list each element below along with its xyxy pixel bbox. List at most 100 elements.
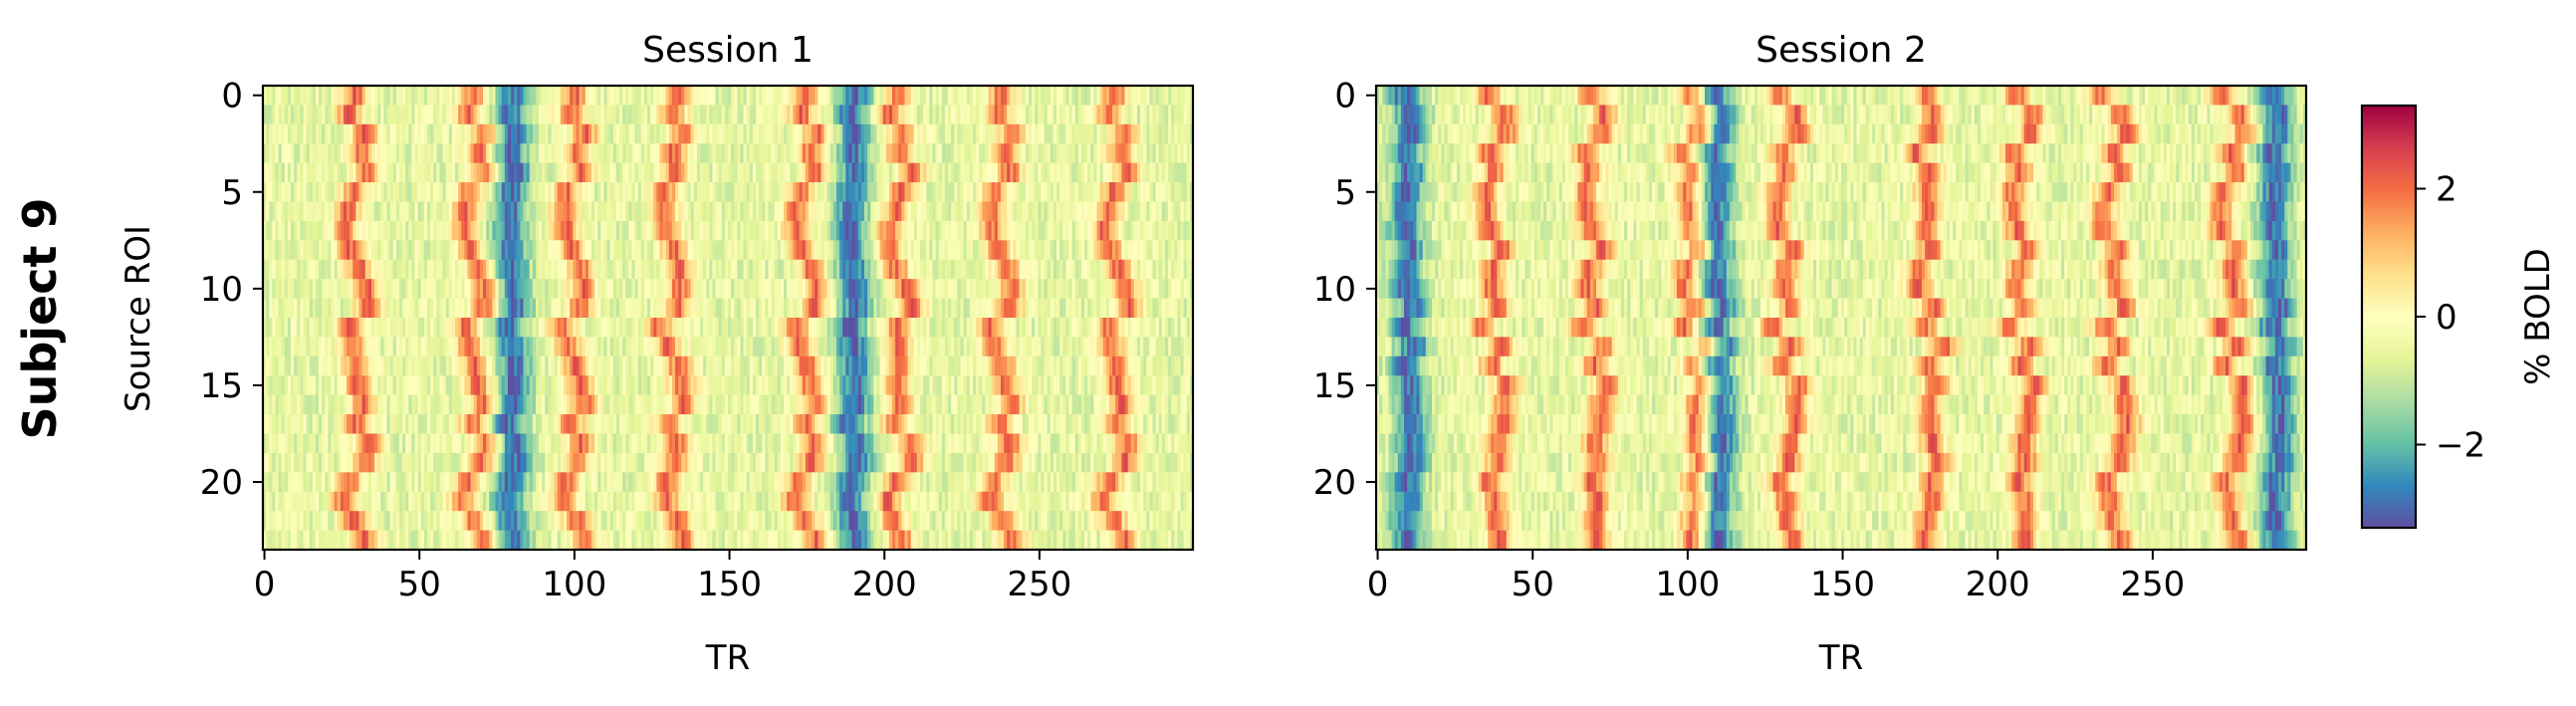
- heatmap-cell: [310, 105, 313, 124]
- heatmap-cell: [1159, 105, 1162, 124]
- heatmap-cell: [418, 124, 421, 144]
- heatmap-cell: [520, 86, 523, 106]
- heatmap-cell: [957, 375, 960, 395]
- heatmap-cell: [325, 163, 328, 183]
- heatmap-cell: [628, 221, 631, 241]
- heatmap-cell: [631, 240, 634, 260]
- heatmap-cell: [1115, 240, 1118, 260]
- heatmap-cell: [619, 337, 622, 356]
- heatmap-cell: [1177, 240, 1180, 260]
- heatmap-cell: [839, 395, 842, 415]
- heatmap-cell: [1143, 260, 1146, 280]
- heatmap-cell: [995, 279, 998, 299]
- heatmap-cell: [995, 105, 998, 124]
- heatmap-cell: [1038, 86, 1041, 106]
- heatmap-cell: [1054, 143, 1056, 163]
- heatmap-cell: [666, 375, 669, 395]
- heatmap-cell: [684, 163, 687, 183]
- heatmap-cell: [1048, 337, 1051, 356]
- heatmap-cell: [778, 337, 781, 356]
- heatmap-cell: [275, 202, 278, 222]
- heatmap-cell: [399, 182, 402, 202]
- heatmap-cell: [477, 318, 480, 338]
- heatmap-cell: [558, 105, 561, 124]
- heatmap-cell: [1059, 279, 1062, 299]
- heatmap-cell: [446, 356, 449, 376]
- heatmap-cell: [480, 299, 483, 319]
- heatmap-cell: [1140, 260, 1143, 280]
- heatmap-cell: [1177, 124, 1180, 144]
- heatmap-cell: [809, 202, 812, 222]
- heatmap-cell: [383, 356, 386, 376]
- heatmap-cell: [467, 240, 470, 260]
- heatmap-cell: [619, 318, 622, 338]
- heatmap-cell: [1165, 124, 1168, 144]
- heatmap-cell: [926, 105, 929, 124]
- heatmap-cell: [644, 356, 647, 376]
- heatmap-cell: [1115, 221, 1118, 241]
- heatmap-cell: [663, 240, 666, 260]
- heatmap-cell: [613, 356, 616, 376]
- heatmap-cell: [1184, 105, 1187, 124]
- heatmap-cell: [852, 318, 855, 338]
- heatmap-cell: [338, 395, 341, 415]
- heatmap-cell: [1156, 221, 1159, 241]
- heatmap-cell: [542, 182, 545, 202]
- heatmap-cell: [514, 105, 517, 124]
- heatmap-cell: [1013, 279, 1016, 299]
- heatmap-cell: [647, 163, 650, 183]
- heatmap-cell: [539, 163, 542, 183]
- heatmap-cell: [836, 337, 839, 356]
- heatmap-cell: [1004, 221, 1007, 241]
- heatmap-cell: [951, 356, 954, 376]
- heatmap-cell: [833, 105, 836, 124]
- heatmap-cell: [1035, 260, 1038, 280]
- heatmap-cell: [616, 86, 619, 106]
- heatmap-cell: [570, 163, 573, 183]
- heatmap-cell: [1062, 375, 1065, 395]
- heatmap-cell: [477, 124, 480, 144]
- heatmap-cell: [762, 202, 765, 222]
- heatmap-cell: [992, 279, 995, 299]
- heatmap-cell: [945, 337, 948, 356]
- heatmap-cell: [653, 279, 656, 299]
- heatmap-cell: [439, 299, 442, 319]
- heatmap-cell: [787, 279, 790, 299]
- heatmap-cell: [979, 260, 982, 280]
- heatmap-cell: [747, 356, 750, 376]
- heatmap-cell: [712, 86, 715, 106]
- heatmap-cell: [275, 299, 278, 319]
- heatmap-cell: [1065, 356, 1068, 376]
- heatmap-cell: [408, 86, 411, 106]
- heatmap-cell: [1081, 86, 1084, 106]
- heatmap-cell: [681, 105, 684, 124]
- heatmap-cell: [880, 279, 883, 299]
- heatmap-cell: [390, 356, 393, 376]
- heatmap-cell: [858, 260, 861, 280]
- heatmap-cell: [474, 299, 477, 319]
- heatmap-cell: [815, 143, 818, 163]
- heatmap-cell: [964, 221, 967, 241]
- heatmap-cell: [411, 318, 414, 338]
- heatmap-cell: [365, 299, 368, 319]
- heatmap-cell: [656, 260, 659, 280]
- heatmap-cell: [861, 182, 864, 202]
- heatmap-cell: [926, 163, 929, 183]
- heatmap-cell: [740, 240, 743, 260]
- heatmap-cell: [573, 279, 576, 299]
- heatmap-cell: [1038, 105, 1041, 124]
- heatmap-cell: [772, 318, 775, 338]
- heatmap-cell: [976, 105, 979, 124]
- heatmap-cell: [368, 299, 371, 319]
- heatmap-cell: [904, 240, 907, 260]
- heatmap-cell: [635, 337, 638, 356]
- heatmap-cell: [803, 260, 806, 280]
- heatmap-cell: [387, 182, 390, 202]
- heatmap-cell: [524, 124, 527, 144]
- heatmap-cell: [678, 337, 681, 356]
- heatmap-cell: [876, 318, 879, 338]
- heatmap-cell: [1045, 279, 1048, 299]
- heatmap-cell: [818, 105, 820, 124]
- heatmap-cell: [564, 143, 567, 163]
- heatmap-cell: [411, 375, 414, 395]
